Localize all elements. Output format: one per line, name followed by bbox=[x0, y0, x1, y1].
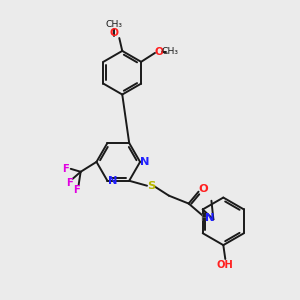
Text: O: O bbox=[110, 28, 119, 38]
Text: N: N bbox=[140, 157, 150, 167]
Text: CH₃: CH₃ bbox=[106, 20, 123, 29]
Text: S: S bbox=[147, 181, 155, 191]
Text: OH: OH bbox=[217, 260, 234, 270]
Text: H: H bbox=[200, 214, 207, 223]
Text: CH₃: CH₃ bbox=[161, 47, 178, 56]
Text: F: F bbox=[62, 164, 69, 174]
Text: O: O bbox=[154, 47, 164, 57]
Text: N: N bbox=[205, 213, 214, 224]
Text: F: F bbox=[73, 184, 80, 195]
Text: F: F bbox=[66, 178, 73, 188]
Text: N: N bbox=[108, 176, 117, 186]
Text: O: O bbox=[199, 184, 208, 194]
